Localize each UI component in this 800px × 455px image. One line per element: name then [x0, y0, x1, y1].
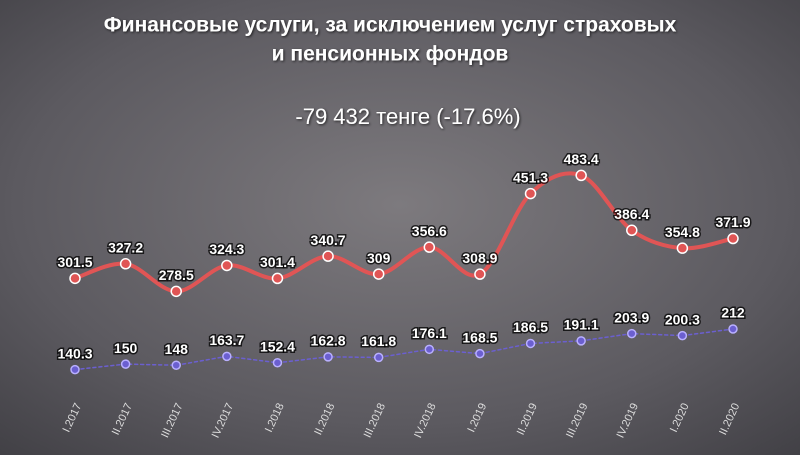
point [120, 359, 131, 369]
data-label: 301.5 [57, 254, 92, 270]
data-label: 168.5 [462, 329, 497, 345]
point [727, 232, 739, 245]
point [322, 250, 334, 262]
data-label: 163.7 [209, 332, 244, 348]
data-label: 191.1 [564, 317, 599, 333]
data-label: 203.9 [614, 309, 649, 325]
point [728, 324, 738, 334]
point [525, 338, 536, 349]
point [626, 224, 638, 237]
point [676, 242, 689, 254]
data-label: 140.3 [57, 345, 92, 361]
point [424, 344, 435, 355]
data-label: 354.8 [665, 224, 700, 240]
data-label: 152.4 [260, 338, 295, 354]
chart-title: и пенсионных фондов [272, 43, 509, 66]
point [372, 268, 385, 280]
point [475, 348, 485, 359]
data-label: 148 [165, 341, 189, 357]
point [271, 272, 284, 285]
chart-subtitle: -79 432 тенге (-17.6%) [295, 104, 520, 129]
data-label: 176.1 [412, 325, 447, 341]
point [627, 328, 637, 339]
data-label: 150 [114, 340, 138, 356]
data-label: 278.5 [159, 267, 194, 283]
data-label: 200.3 [665, 311, 700, 327]
data-label: 162.8 [311, 333, 346, 349]
data-label: 356.6 [412, 223, 447, 239]
data-label: 324.3 [209, 241, 244, 257]
point [119, 258, 132, 270]
data-label: 451.3 [513, 169, 548, 185]
line [74, 328, 734, 371]
point [222, 351, 232, 362]
point [170, 285, 182, 298]
point [474, 268, 486, 280]
point [524, 187, 537, 200]
point [272, 357, 283, 368]
data-label: 483.4 [564, 151, 599, 167]
point [323, 352, 333, 362]
point [575, 169, 587, 182]
point [171, 360, 181, 370]
point [70, 364, 80, 375]
point [69, 272, 81, 285]
data-label: 340.7 [311, 232, 346, 248]
data-label: 386.4 [614, 206, 649, 222]
data-label: 212 [721, 305, 745, 321]
chart-title: Финансовые услуги, за исключением услуг … [104, 14, 677, 37]
data-label: 308.9 [462, 250, 497, 266]
data-label: 301.4 [260, 254, 295, 270]
data-label: 327.2 [108, 240, 143, 256]
data-label: 161.8 [361, 333, 396, 349]
point [373, 352, 384, 363]
point [576, 336, 586, 346]
data-label: 371.9 [715, 214, 750, 230]
point [221, 259, 233, 272]
data-label: 186.5 [513, 319, 548, 335]
data-label: 309 [367, 250, 391, 266]
point [677, 330, 688, 341]
point [423, 241, 436, 253]
